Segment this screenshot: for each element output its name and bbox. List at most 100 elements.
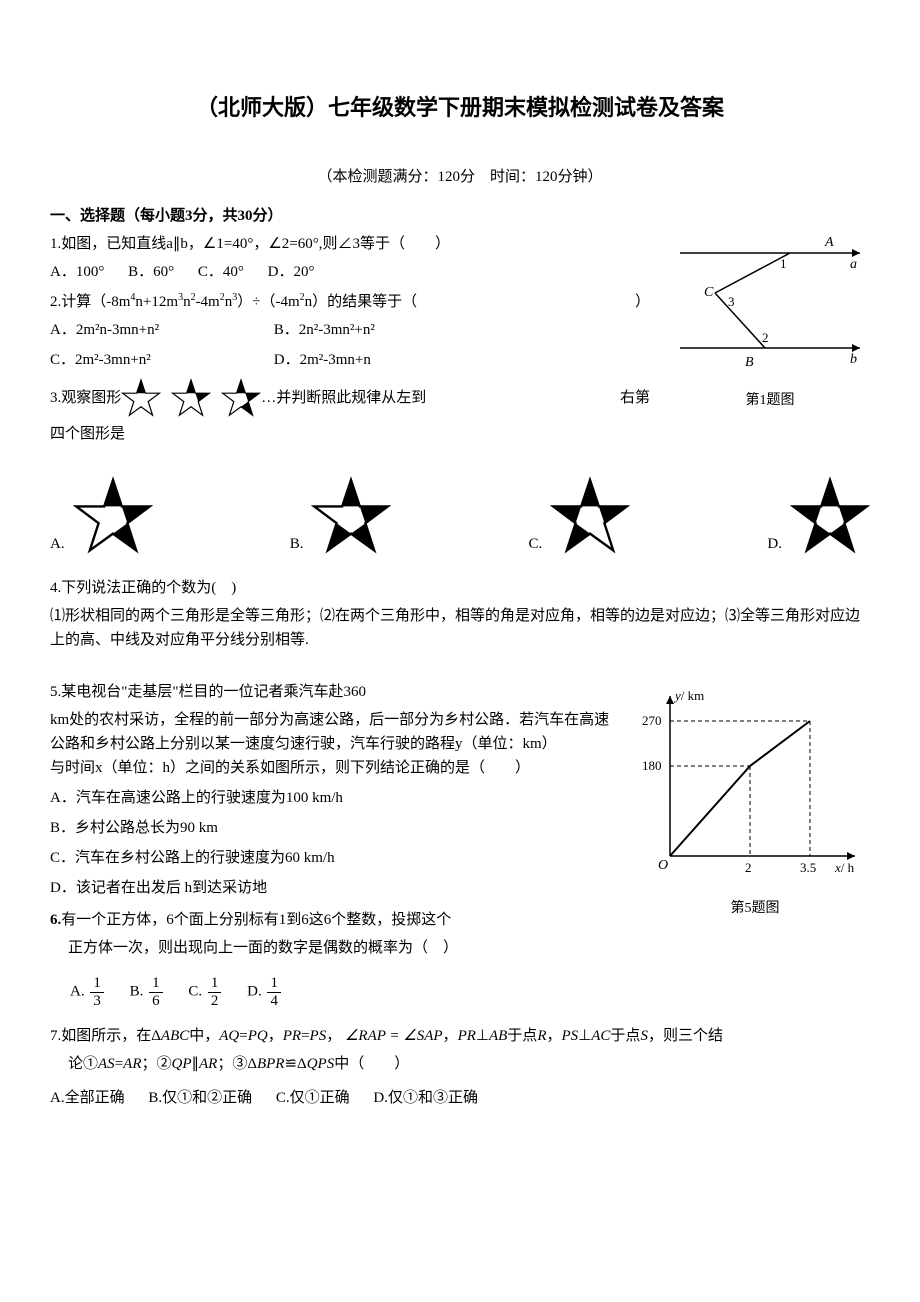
q7-options: A.全部正确 B.仅①和②正确 C.仅①正确 D.仅①和③正确 [50, 1086, 870, 1110]
q5-ytick-270: 270 [642, 713, 662, 728]
q6-optC: C. 12 [188, 975, 223, 1009]
q3-inline-stars [121, 378, 261, 418]
q3-choice-D: D. [767, 476, 870, 556]
q6-optD: D. 14 [247, 975, 283, 1009]
q7-l1-abc: ABC [161, 1028, 189, 1044]
q3-prefix: 3.观察图形 [50, 386, 121, 410]
q3-right: 右第 [620, 386, 650, 410]
q7-line1: 7.如图所示，在ΔABC中，AQ=PQ，PR=PS， ∠RAP = ∠SAP，P… [50, 1024, 870, 1048]
q7-l1-mid1: 中， [189, 1028, 219, 1044]
q7-l1-ps: PS [310, 1028, 327, 1044]
star-inline-1 [121, 378, 161, 418]
q6-optC-den: 2 [208, 993, 222, 1010]
q6-bold: 6. [50, 912, 61, 928]
q6-optC-label: C. [188, 984, 202, 1000]
q7-l1-perp1: ⊥ [476, 1028, 489, 1044]
q6-optD-num: 1 [267, 975, 281, 993]
q7-l1-perp2: ⊥ [578, 1028, 591, 1044]
q7-l1-c2: ， [326, 1028, 341, 1044]
q7-optA: A.全部正确 [50, 1086, 125, 1110]
q2-optA: A．2m²n-3mn+n² [50, 318, 250, 342]
q7-l1-end: ，则三个结 [648, 1028, 723, 1044]
q7-l2-c2: ；③Δ [217, 1056, 257, 1072]
q7-l2-bpr: BPR [257, 1056, 285, 1072]
q7-l1-c4: ， [546, 1028, 561, 1044]
q3-choice-C: C. [529, 476, 631, 556]
q7-l1-c3: ， [443, 1028, 458, 1044]
q1-label-A: A [824, 235, 834, 250]
q2-mid: ）÷（-4m [237, 294, 299, 310]
q4-text: 4.下列说法正确的个数为( ) [50, 576, 870, 600]
star-C-icon [550, 476, 630, 556]
q7-l1-angle: ∠RAP = ∠SAP [345, 1028, 443, 1044]
q2-optB: B．2n²-3mn²+n² [274, 318, 375, 342]
q6-line1-text: 有一个正方体，6个面上分别标有1到6这6个整数，投掷这个 [61, 912, 451, 928]
q7-l2-cong: ≌Δ [284, 1056, 306, 1072]
q7-l1-pq: PQ [248, 1028, 268, 1044]
q7-l2-pre: 论① [68, 1056, 98, 1072]
star-B-icon [311, 476, 391, 556]
q7-l2-c1: ；② [141, 1056, 171, 1072]
q3-line2: 四个图形是 [50, 422, 870, 446]
page-title: （北师大版）七年级数学下册期末模拟检测试卷及答案 [50, 90, 870, 125]
q7-l1-aq: AQ [219, 1028, 239, 1044]
star-inline-3 [221, 378, 261, 418]
q3-choice-A: A. [50, 476, 153, 556]
star-A-icon [73, 476, 153, 556]
q1-optC: C．40° [198, 260, 244, 284]
q7-l1-pre: 7.如图所示，在Δ [50, 1028, 161, 1044]
q2-optD: D．2m²-3mn+n [274, 348, 371, 372]
subtitle: （本检测题满分：120分 时间：120分钟） [50, 165, 870, 189]
q7-l2-ar: AR [123, 1056, 141, 1072]
q1-label-B: B [745, 355, 754, 370]
q7-line2: 论①AS=AR；②QP∥AR；③ΔBPR≌ΔQPS中（ ） [68, 1052, 870, 1076]
q7-l2-as: AS [98, 1056, 115, 1072]
q1-optD: D．20° [268, 260, 315, 284]
q1-label-2: 2 [762, 330, 769, 345]
q6-optA-den: 3 [90, 993, 104, 1010]
q5-ylabel: y/ km [673, 688, 704, 703]
q6-options: A. 13 B. 16 C. 12 D. 14 [70, 975, 870, 1009]
q5-chart-svg: O 2 3.5 180 270 y/ km x/ h [640, 686, 870, 886]
q7-l1-pr: PR [283, 1028, 301, 1044]
star-D-icon [790, 476, 870, 556]
q7-l1-eq2: = [301, 1028, 309, 1044]
q7-l1-ps2: PS [562, 1028, 579, 1044]
q1-label-3: 3 [728, 294, 735, 309]
q3-choices: A. B. C. D. [50, 476, 870, 556]
q5-figure: O 2 3.5 180 270 y/ km x/ h 第5题图 [640, 686, 870, 920]
q6-line2: 正方体一次，则出现向上一面的数字是偶数的概率为（ ） [68, 936, 870, 960]
q2-optC: C．2m²-3mn+n² [50, 348, 250, 372]
q1-figure: A a 1 C 3 2 B b 第1题图 [670, 228, 870, 412]
q7-optC: C.仅①正确 [276, 1086, 350, 1110]
section1-header: 一、选择题（每小题3分，共30分） [50, 204, 870, 228]
q6-optC-num: 1 [208, 975, 222, 993]
q7-l2-qps: QPS [307, 1056, 335, 1072]
q2-suffix: ）的结果等于（ [312, 294, 417, 310]
q7-l1-pr2: PR [458, 1028, 476, 1044]
q1-svg: A a 1 C 3 2 B b [670, 228, 870, 378]
q3-choice-B: B. [290, 476, 392, 556]
q4-sub: ⑴形状相同的两个三角形是全等三角形；⑵在两个三角形中，相等的角是对应角，相等的边… [50, 604, 870, 652]
q6-optA-label: A. [70, 984, 85, 1000]
q1-optA: A．100° [50, 260, 104, 284]
q7-optD: D.仅①和③正确 [373, 1086, 478, 1110]
q7-l1-ab: AB [489, 1028, 507, 1044]
q1-figure-caption: 第1题图 [670, 390, 870, 412]
q7-l2-par: ∥ [192, 1056, 200, 1072]
q6-optD-den: 4 [267, 993, 281, 1010]
q1-label-1: 1 [780, 256, 787, 271]
q6-optA-num: 1 [90, 975, 104, 993]
star-inline-2 [171, 378, 211, 418]
q6-optB-den: 6 [149, 993, 163, 1010]
q3-text: 3.观察图形 …并判断照此规律从左到 右第 [50, 378, 650, 418]
q6-optA: A. 13 [70, 975, 106, 1009]
q7-l1-at1: 于点 [507, 1028, 537, 1044]
q6-optB: B. 16 [130, 975, 165, 1009]
q5-xtick-2: 2 [745, 860, 752, 875]
q3-labelA: A. [50, 532, 65, 556]
q1-optB: B．60° [128, 260, 174, 284]
q7-l1-c1: ， [268, 1028, 283, 1044]
q3-labelC: C. [529, 532, 543, 556]
q5-xlabel: x/ h [834, 860, 855, 875]
